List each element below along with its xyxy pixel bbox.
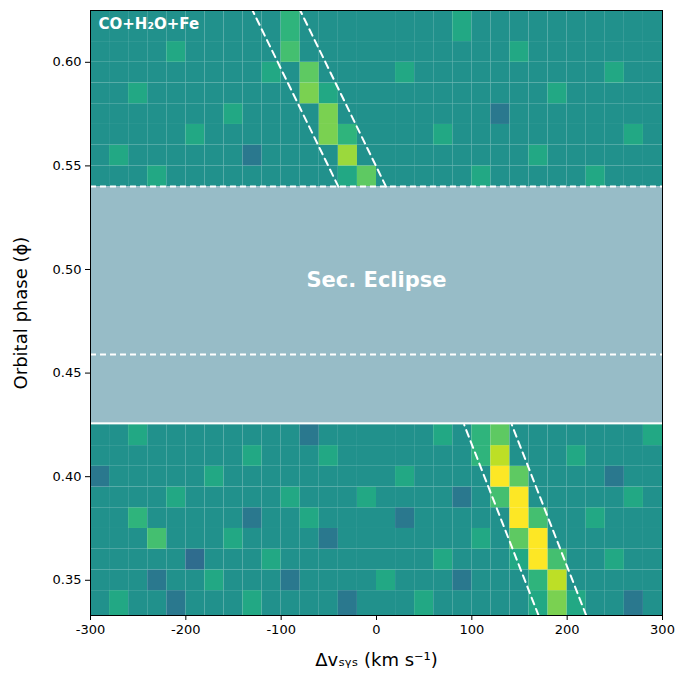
- svg-text:-100: -100: [266, 622, 296, 637]
- svg-text:100: 100: [459, 622, 484, 637]
- svg-text:Δvₛᵧₛ (km s⁻¹): Δvₛᵧₛ (km s⁻¹): [315, 649, 438, 670]
- svg-text:-300: -300: [76, 622, 106, 637]
- svg-text:0.55: 0.55: [53, 158, 82, 173]
- svg-text:0.50: 0.50: [53, 262, 82, 277]
- svg-text:0.40: 0.40: [53, 469, 82, 484]
- svg-text:0: 0: [372, 622, 380, 637]
- svg-text:-200: -200: [171, 622, 201, 637]
- svg-text:0.60: 0.60: [53, 54, 82, 69]
- svg-text:0.35: 0.35: [53, 572, 82, 587]
- svg-text:CO+H₂O+Fe: CO+H₂O+Fe: [99, 15, 200, 33]
- svg-text:Orbital phase (ϕ): Orbital phase (ϕ): [10, 237, 31, 390]
- svg-text:Sec. Eclipse: Sec. Eclipse: [306, 268, 446, 292]
- svg-text:300: 300: [650, 622, 675, 637]
- svg-text:0.45: 0.45: [53, 365, 82, 380]
- svg-text:200: 200: [555, 622, 580, 637]
